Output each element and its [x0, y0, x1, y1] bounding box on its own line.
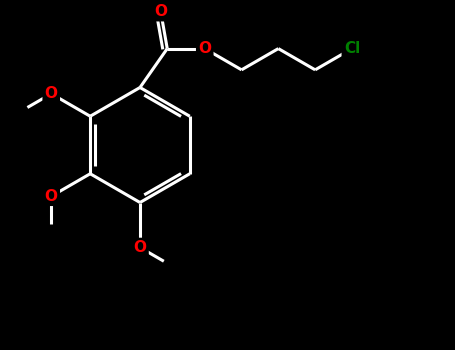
- Text: O: O: [198, 41, 211, 56]
- Text: O: O: [154, 4, 167, 19]
- Text: Cl: Cl: [344, 41, 360, 56]
- Text: O: O: [45, 189, 58, 204]
- Text: O: O: [133, 240, 147, 255]
- Text: O: O: [45, 86, 58, 101]
